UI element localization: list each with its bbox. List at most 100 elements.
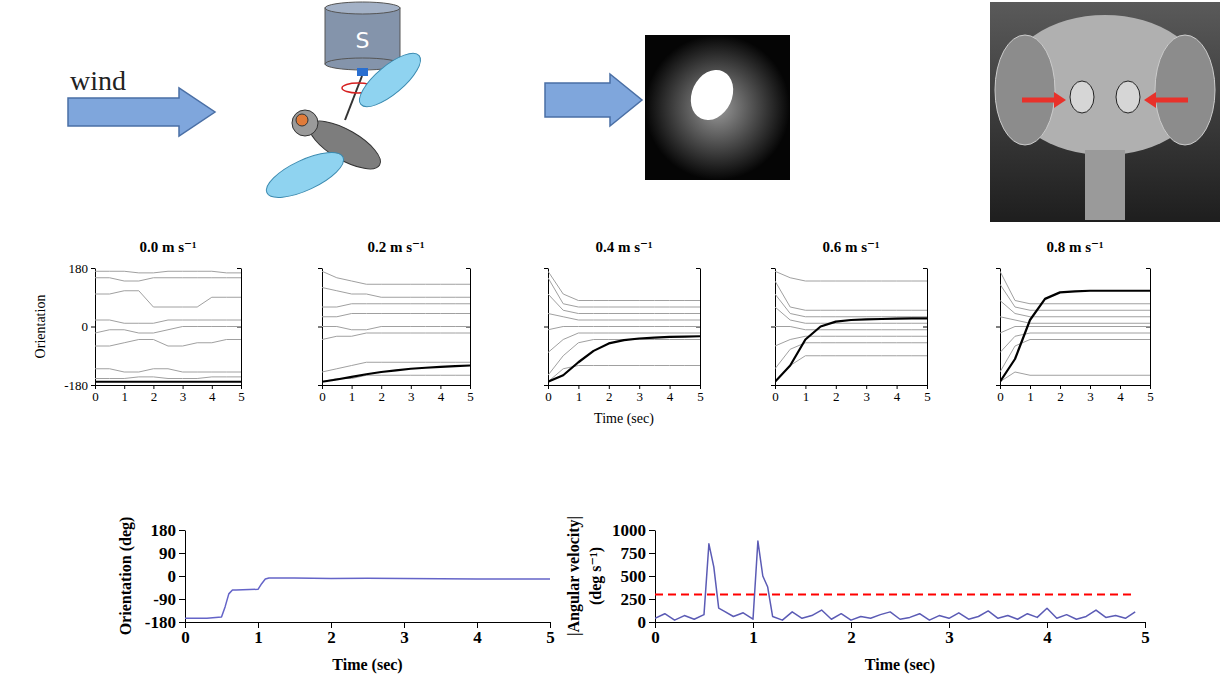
tick-label: 1 bbox=[1027, 389, 1034, 404]
tick-label: 3 bbox=[636, 389, 643, 404]
tick: 3 bbox=[180, 385, 187, 404]
tick-label: 3 bbox=[408, 389, 415, 404]
series-line bbox=[1000, 327, 1150, 334]
tick bbox=[544, 385, 548, 386]
fly-head bbox=[292, 110, 318, 136]
flow-arrow bbox=[545, 74, 642, 126]
tick-mark bbox=[696, 385, 700, 386]
tick-label: -180 bbox=[145, 613, 176, 632]
tick-mark bbox=[996, 268, 1000, 269]
plot-area bbox=[1000, 271, 1150, 382]
tick-label: 0 bbox=[168, 567, 177, 586]
series-line bbox=[775, 271, 927, 281]
series-line bbox=[775, 356, 927, 382]
series-line bbox=[322, 366, 470, 382]
axis-line bbox=[1001, 385, 1151, 386]
plot-area bbox=[322, 271, 470, 382]
tick bbox=[1146, 385, 1150, 386]
tick-label: 0 bbox=[92, 389, 99, 404]
tick bbox=[466, 268, 470, 269]
tick-label: 0 bbox=[319, 389, 326, 404]
tick bbox=[923, 327, 927, 328]
tick: -180 bbox=[64, 378, 95, 393]
plot-area bbox=[548, 271, 700, 382]
tick bbox=[696, 385, 700, 386]
pointer-head bbox=[1054, 92, 1066, 108]
photo bbox=[645, 35, 790, 180]
series-line bbox=[95, 271, 241, 273]
plot-area bbox=[95, 271, 241, 382]
tick: 5 bbox=[546, 622, 555, 647]
tick-label: 4 bbox=[1117, 389, 1124, 404]
tick-mark bbox=[318, 327, 322, 328]
x-axis: 012345 bbox=[92, 385, 245, 404]
tick-mark bbox=[318, 268, 322, 269]
axis-line bbox=[656, 622, 1146, 623]
x-axis: 012345 bbox=[319, 385, 474, 404]
tick: 1 bbox=[121, 385, 128, 404]
series-line bbox=[775, 281, 927, 310]
tick-label: 3 bbox=[863, 389, 870, 404]
series-line bbox=[95, 327, 241, 334]
tick-mark bbox=[771, 268, 775, 269]
series-line bbox=[95, 278, 241, 281]
axis-line bbox=[548, 269, 549, 386]
chart-panel: 0123450.2 m s⁻¹ bbox=[318, 239, 474, 404]
y-axis bbox=[771, 269, 776, 386]
motor-top bbox=[325, 2, 400, 14]
tick-mark bbox=[1146, 385, 1150, 386]
sem-antenna bbox=[1070, 81, 1094, 113]
series-line bbox=[322, 304, 470, 307]
tick: 2 bbox=[847, 622, 856, 647]
series-line bbox=[322, 333, 470, 340]
tick: 1000 bbox=[612, 521, 655, 540]
axis-line bbox=[1150, 269, 1151, 386]
pointer-arrow bbox=[1022, 98, 1058, 103]
tick-label: 4 bbox=[667, 389, 674, 404]
series-line bbox=[1000, 340, 1150, 373]
fly-wing bbox=[261, 144, 350, 207]
tick: 5 bbox=[467, 385, 474, 404]
axis-line bbox=[927, 269, 928, 386]
tick: 0 bbox=[181, 622, 190, 647]
tick-label: 180 bbox=[151, 521, 177, 540]
diagram: windS bbox=[68, 2, 1220, 222]
x-axis: 012345 bbox=[651, 622, 1150, 647]
motor-shaft bbox=[357, 68, 368, 76]
panel-title: 0.0 m s⁻¹ bbox=[140, 239, 197, 255]
tick-label: 2 bbox=[606, 389, 613, 404]
series-line bbox=[548, 314, 700, 321]
tick: -90 bbox=[153, 590, 185, 609]
tick: 4 bbox=[667, 385, 674, 404]
series-line bbox=[548, 294, 700, 314]
tick: 5 bbox=[1147, 385, 1154, 404]
wind-label: wind bbox=[70, 65, 126, 96]
tick-mark bbox=[649, 622, 655, 623]
series-line bbox=[775, 336, 927, 346]
tick: 3 bbox=[1087, 385, 1094, 404]
tick-mark bbox=[996, 327, 1000, 328]
x-axis: 012345 bbox=[181, 622, 555, 647]
y-axis-title: Orientation (deg) bbox=[117, 517, 135, 636]
tick-mark bbox=[923, 385, 927, 386]
x-axis: 012345 bbox=[545, 385, 704, 404]
tick-label: 0 bbox=[638, 613, 647, 632]
sem-neck bbox=[1085, 150, 1125, 220]
tick-label: 3 bbox=[1087, 389, 1094, 404]
pointer-arrow bbox=[1152, 98, 1188, 103]
tick: 180 bbox=[151, 521, 186, 540]
tick-mark bbox=[649, 553, 655, 554]
series-line bbox=[775, 318, 927, 381]
chart-panel: 0123450.4 m s⁻¹Time (sec) bbox=[544, 239, 704, 427]
tick-mark bbox=[91, 385, 95, 386]
y-axis-right bbox=[923, 269, 928, 386]
tick: 0 bbox=[638, 613, 656, 632]
chart-panel: 0123450.8 m s⁻¹ bbox=[996, 239, 1154, 404]
panel-title: 0.6 m s⁻¹ bbox=[823, 239, 880, 255]
tick-label: 4 bbox=[1043, 628, 1052, 647]
tick: 4 bbox=[209, 385, 216, 404]
x-axis-title: Time (sec) bbox=[332, 656, 402, 674]
tick: 0 bbox=[319, 385, 326, 404]
axis-line bbox=[96, 385, 242, 386]
series-line bbox=[185, 578, 550, 618]
